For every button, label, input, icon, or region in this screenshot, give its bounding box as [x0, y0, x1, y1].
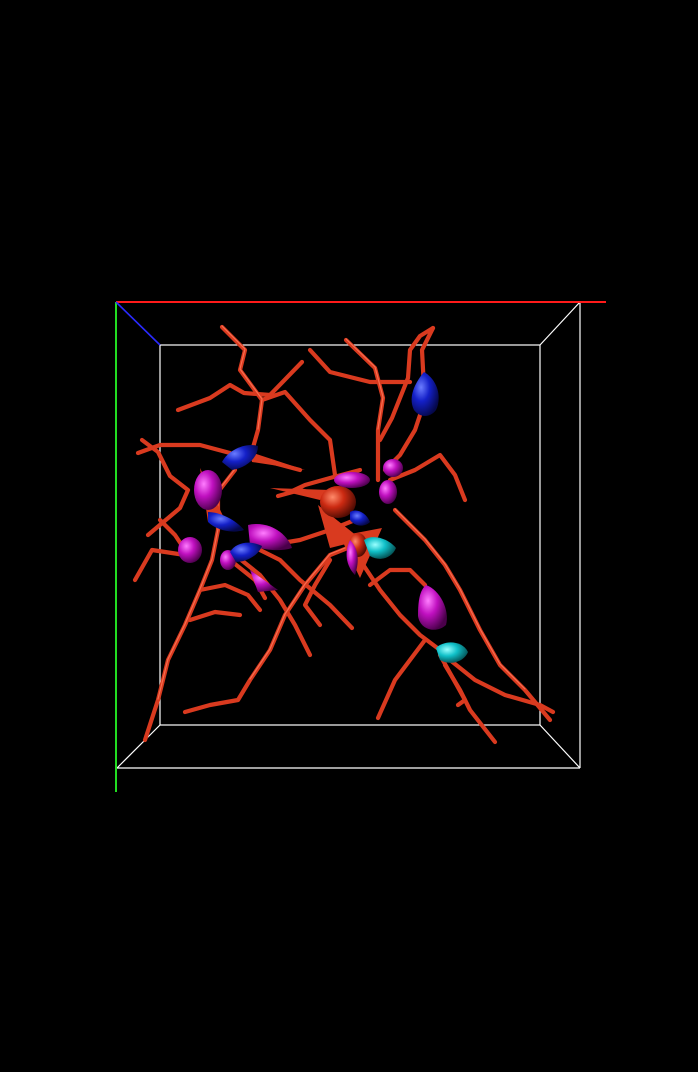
neurite-branch — [247, 542, 355, 631]
neurite-branch — [135, 442, 233, 456]
neurite-branch — [367, 567, 428, 588]
box-edge — [539, 724, 581, 769]
neurite-branch — [197, 582, 263, 613]
neurite-highlight — [221, 325, 263, 430]
node-markers — [178, 372, 468, 663]
neurite-branch — [259, 389, 338, 478]
red-soma-node — [320, 486, 356, 518]
neurite-network — [132, 324, 556, 745]
magenta-node — [379, 480, 397, 504]
neurite-branch — [187, 609, 243, 623]
blue-node — [222, 444, 258, 470]
z-axis-line — [115, 301, 161, 346]
tapered-process — [270, 488, 330, 500]
magenta-node — [194, 470, 222, 510]
neurite-highlight — [345, 338, 384, 430]
cyan-node — [364, 537, 396, 559]
blue-node — [208, 512, 244, 532]
neurite-branch — [132, 547, 188, 583]
magenta-node — [178, 537, 202, 563]
magenta-node — [346, 540, 358, 575]
magenta-node — [418, 585, 447, 630]
neurite-highlight — [394, 508, 526, 690]
box-edge — [116, 724, 161, 769]
neurite-branch — [302, 557, 333, 628]
neurite-branch — [437, 652, 468, 708]
neurite-branch — [375, 637, 428, 721]
neurite-branch — [377, 325, 436, 443]
neurite-branch — [182, 542, 358, 715]
neurite-branch — [307, 347, 413, 385]
box-edge — [539, 301, 581, 346]
neurite-branch — [343, 337, 386, 483]
cyan-node — [436, 642, 468, 663]
neurite-branch — [175, 359, 305, 413]
neurite-branch — [139, 437, 191, 538]
neurite-highlight — [249, 543, 356, 680]
magenta-node — [334, 472, 370, 488]
blue-node — [411, 372, 439, 416]
neurite-branch — [142, 467, 238, 743]
neurite-branch — [387, 452, 468, 503]
neurite-branch — [447, 657, 556, 715]
neurite-branch — [232, 552, 313, 658]
magenta-node — [250, 570, 278, 592]
magenta-node — [383, 459, 403, 477]
magenta-node — [248, 524, 292, 551]
blue-node — [350, 510, 370, 526]
tapered-process — [250, 452, 305, 470]
blue-node — [230, 542, 262, 562]
